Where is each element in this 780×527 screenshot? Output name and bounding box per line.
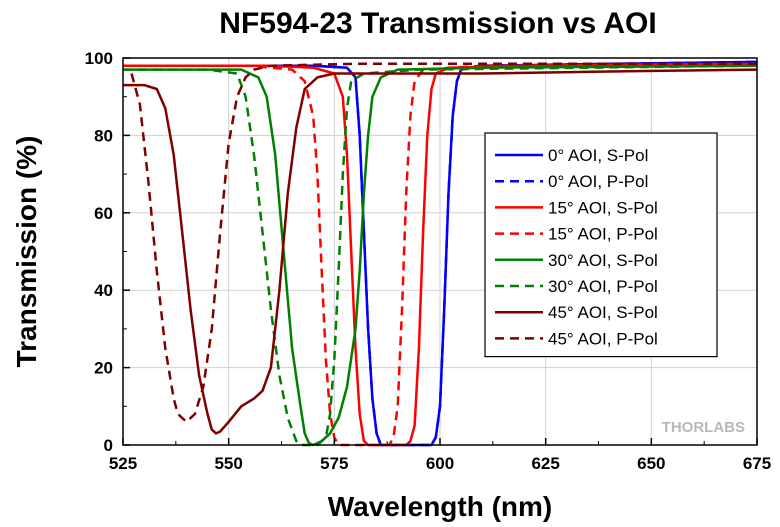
legend-label: 0° AOI, P-Pol — [548, 172, 648, 191]
y-tick-label: 60 — [94, 204, 113, 223]
legend-label: 45° AOI, S-Pol — [548, 303, 658, 322]
legend-label: 15° AOI, S-Pol — [548, 198, 658, 217]
legend-label: 15° AOI, P-Pol — [548, 225, 658, 244]
series-line-4 — [123, 62, 758, 447]
ticks: 525 550 575 600 625 650 675 0 20 40 60 80 100 — [85, 49, 772, 473]
y-tick-label: 100 — [85, 49, 113, 68]
series-line-7 — [123, 68, 758, 435]
y-axis-title: Transmission (%) — [11, 136, 42, 368]
series-line-8 — [130, 62, 757, 424]
x-tick-label: 675 — [743, 454, 771, 473]
legend-label: 30° AOI, S-Pol — [548, 251, 658, 270]
y-tick-label: 80 — [94, 126, 113, 145]
x-tick-label: 600 — [426, 454, 454, 473]
legend-label: 45° AOI, P-Pol — [548, 329, 658, 348]
legend-label: 0° AOI, S-Pol — [548, 146, 648, 165]
legend-label: 30° AOI, P-Pol — [548, 277, 658, 296]
thorlabs-watermark: THORLABS — [662, 419, 745, 436]
y-tick-label: 20 — [94, 359, 113, 378]
x-tick-label: 575 — [320, 454, 348, 473]
x-tick-label: 650 — [637, 454, 665, 473]
legend: 0° AOI, S-Pol 0° AOI, P-Pol 15° AOI, S-Pol… — [484, 132, 718, 358]
x-tick-label: 625 — [531, 454, 559, 473]
y-tick-label: 0 — [104, 436, 113, 455]
legend-box — [484, 132, 718, 358]
x-axis-title: Wavelength (nm) — [328, 491, 553, 522]
y-tick-label: 40 — [94, 281, 113, 300]
x-tick-label: 550 — [214, 454, 242, 473]
x-tick-label: 525 — [109, 454, 137, 473]
chart-title: NF594-23 Transmission vs AOI — [219, 7, 656, 40]
